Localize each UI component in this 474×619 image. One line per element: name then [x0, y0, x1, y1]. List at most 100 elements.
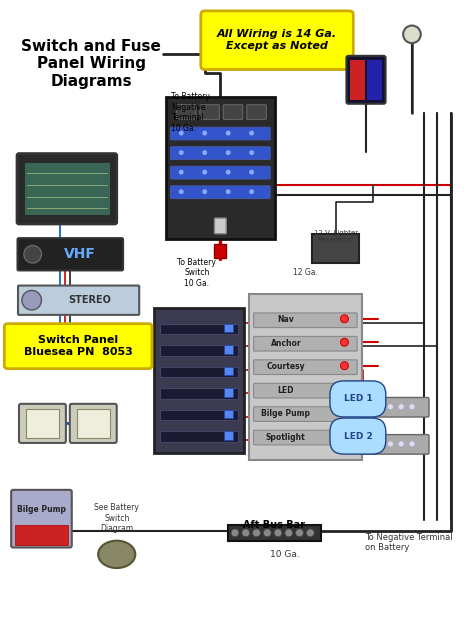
Bar [160, 410, 238, 420]
Circle shape [377, 404, 383, 410]
Circle shape [179, 131, 184, 136]
Circle shape [202, 131, 207, 136]
Circle shape [341, 361, 348, 370]
Bar [165, 97, 275, 239]
Bar [228, 525, 321, 540]
Circle shape [341, 385, 348, 393]
FancyBboxPatch shape [254, 407, 357, 422]
Bar [224, 366, 233, 376]
FancyBboxPatch shape [223, 105, 243, 119]
Bar [224, 345, 233, 354]
Circle shape [274, 529, 282, 537]
FancyBboxPatch shape [171, 186, 270, 199]
Circle shape [249, 150, 254, 155]
Circle shape [264, 529, 271, 537]
Circle shape [377, 441, 383, 447]
Circle shape [366, 404, 372, 410]
Text: LED 2: LED 2 [344, 431, 372, 441]
Circle shape [409, 441, 415, 447]
FancyBboxPatch shape [201, 11, 353, 69]
Bar [312, 234, 359, 263]
Circle shape [249, 170, 254, 175]
FancyBboxPatch shape [18, 238, 123, 271]
FancyBboxPatch shape [171, 127, 270, 140]
Circle shape [226, 150, 231, 155]
FancyBboxPatch shape [254, 336, 357, 351]
Text: Courtesy: Courtesy [266, 362, 305, 371]
Text: To Negative Terminal
on Battery: To Negative Terminal on Battery [365, 533, 453, 552]
FancyBboxPatch shape [214, 218, 226, 234]
Bar [224, 324, 233, 332]
Circle shape [226, 189, 231, 194]
Text: Bilge Pump: Bilge Pump [17, 505, 66, 514]
Text: Spotlight: Spotlight [266, 433, 306, 441]
FancyBboxPatch shape [360, 435, 429, 454]
Text: VHF: VHF [64, 247, 96, 261]
Circle shape [249, 131, 254, 136]
Bar [160, 345, 238, 356]
Circle shape [296, 529, 303, 537]
FancyBboxPatch shape [176, 105, 196, 119]
FancyBboxPatch shape [17, 154, 117, 224]
Text: See Battery
Switch
Diagram: See Battery Switch Diagram [94, 503, 139, 533]
Bar [160, 431, 238, 442]
Text: To Battery
Switch
10 Ga.: To Battery Switch 10 Ga. [177, 258, 216, 288]
Bar [224, 388, 233, 397]
Circle shape [22, 290, 41, 310]
Circle shape [179, 189, 184, 194]
Circle shape [366, 441, 372, 447]
Circle shape [409, 404, 415, 410]
Bar [24, 162, 110, 215]
Circle shape [306, 529, 314, 537]
Text: 10 Ga.: 10 Ga. [270, 550, 300, 559]
Circle shape [226, 170, 231, 175]
FancyBboxPatch shape [247, 105, 266, 119]
FancyBboxPatch shape [4, 324, 152, 369]
Circle shape [387, 404, 393, 410]
Text: Anchor: Anchor [271, 339, 301, 348]
Circle shape [202, 189, 207, 194]
Bar [15, 525, 68, 545]
Circle shape [202, 170, 207, 175]
Bar [160, 388, 238, 399]
FancyBboxPatch shape [19, 404, 66, 443]
Circle shape [179, 170, 184, 175]
Bar [224, 410, 233, 418]
Bar [214, 243, 226, 258]
Circle shape [403, 25, 421, 43]
Circle shape [226, 131, 231, 136]
Bar [367, 60, 382, 100]
Text: Aft Bus Bar: Aft Bus Bar [243, 520, 305, 530]
Text: LED: LED [278, 386, 294, 395]
Text: All Wiring is 14 Ga.
Except as Noted: All Wiring is 14 Ga. Except as Noted [217, 30, 337, 51]
Circle shape [341, 432, 348, 440]
Text: Nav: Nav [277, 315, 294, 324]
FancyBboxPatch shape [254, 313, 357, 327]
Circle shape [253, 529, 260, 537]
FancyBboxPatch shape [346, 56, 385, 104]
FancyBboxPatch shape [254, 360, 357, 374]
Bar [77, 409, 110, 438]
Circle shape [398, 441, 404, 447]
Circle shape [387, 441, 393, 447]
Text: LED 1: LED 1 [344, 394, 372, 404]
Ellipse shape [98, 540, 135, 568]
Text: Bilge Pump: Bilge Pump [261, 409, 310, 418]
FancyBboxPatch shape [18, 285, 139, 315]
FancyBboxPatch shape [171, 147, 270, 160]
FancyBboxPatch shape [171, 167, 270, 179]
Circle shape [398, 404, 404, 410]
Circle shape [249, 189, 254, 194]
Circle shape [231, 529, 239, 537]
Circle shape [24, 246, 41, 263]
Text: Switch Panel
Bluesea PN  8053: Switch Panel Bluesea PN 8053 [24, 335, 133, 357]
Circle shape [179, 150, 184, 155]
FancyBboxPatch shape [254, 383, 357, 398]
FancyBboxPatch shape [249, 295, 362, 459]
Circle shape [341, 315, 348, 322]
Bar [160, 324, 238, 334]
FancyBboxPatch shape [154, 308, 244, 452]
FancyBboxPatch shape [11, 490, 72, 548]
Text: STEREO: STEREO [68, 295, 111, 305]
Bar [224, 431, 233, 440]
